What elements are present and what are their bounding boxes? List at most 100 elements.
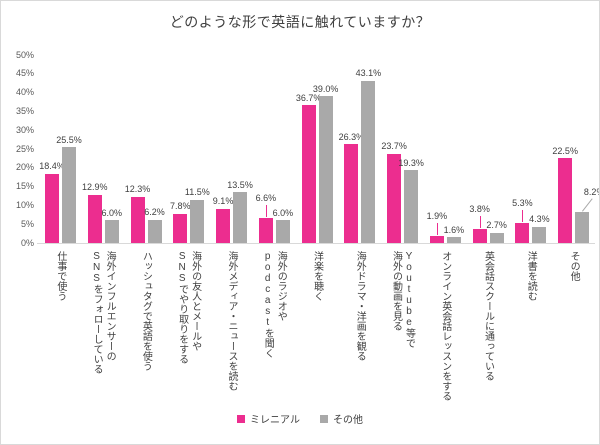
- bar-millennial: [387, 153, 402, 243]
- x-category-cell: 洋書を読む: [509, 251, 552, 413]
- category-group: 12.3% 6.2%: [125, 55, 168, 243]
- x-category-cell: 海外メディア・ニュースを読む: [210, 251, 253, 413]
- category-group: 1.9% 1.6%: [424, 55, 467, 243]
- x-category-label: 洋書を読む: [525, 251, 537, 301]
- value-label-millennial: 1.9%: [426, 210, 448, 221]
- y-tick-label: 35%: [15, 105, 34, 116]
- legend-swatch-millennial-icon: [237, 414, 246, 423]
- value-label-millennial: 6.6%: [255, 193, 277, 204]
- value-label-other: 1.6%: [443, 224, 465, 235]
- value-label-millennial: 18.4%: [39, 161, 65, 172]
- y-tick-label: 25%: [15, 143, 34, 154]
- bar-other: [318, 96, 333, 243]
- x-category-label: ハッシュタグで英語を使う: [140, 251, 152, 371]
- category-group: 22.5% 8.2%: [552, 55, 599, 243]
- label-leader-line: [265, 205, 267, 218]
- x-category-label: 海外の友人とメールや SNSでやり取りをする: [176, 251, 201, 364]
- bar-millennial: [344, 144, 359, 243]
- category-group: 18.4% 25.5%: [39, 55, 82, 243]
- bar-other: [575, 212, 590, 243]
- x-category-cell: 英会話スクールに通っている: [467, 251, 510, 413]
- bar-millennial: [515, 223, 530, 243]
- value-label-other: 4.3%: [529, 214, 550, 225]
- value-label-millennial: 22.5%: [552, 145, 578, 156]
- x-category-cell: 海外の友人とメールや SNSでやり取りをする: [167, 251, 210, 413]
- legend-swatch-other-icon: [319, 414, 328, 423]
- x-category-label: 仕事で使う: [54, 251, 66, 301]
- y-tick-label: 15%: [15, 181, 34, 192]
- y-tick-label: 10%: [15, 199, 34, 210]
- bar-other: [147, 219, 162, 243]
- x-category-cell: Youtube等で 海外の動画を見る: [381, 251, 424, 413]
- legend-label-other: その他: [332, 415, 363, 426]
- value-label-other: 11.5%: [184, 187, 210, 198]
- value-label-millennial: 23.7%: [381, 141, 407, 152]
- x-axis-line: [37, 243, 595, 244]
- x-category-label: 海外ドラマ・洋画を観る: [354, 251, 366, 361]
- x-category-label: その他: [568, 251, 580, 281]
- category-group: 9.1% 13.5%: [210, 55, 253, 243]
- y-tick-label: 5%: [20, 218, 34, 229]
- value-label-other: 8.2%: [583, 187, 599, 198]
- x-category-label: Youtube等で 海外の動画を見る: [390, 251, 415, 348]
- bar-groups: 18.4% 25.5% 12.9% 6.0% 12.3% 6.2% 7.8% 11.5% 9.1…: [39, 55, 599, 243]
- x-category-cell: 海外ドラマ・洋画を観る: [338, 251, 381, 413]
- bar-other: [446, 237, 461, 243]
- x-category-cell: 仕事で使う: [39, 251, 82, 413]
- value-label-other: 39.0%: [312, 83, 339, 94]
- bar-millennial: [301, 105, 316, 243]
- y-tick-label: 0%: [20, 237, 34, 248]
- x-category-label: オンライン英会話レッスンをする: [439, 251, 451, 401]
- value-label-other: 6.0%: [101, 207, 123, 218]
- value-label-other: 6.2%: [144, 207, 165, 218]
- y-tick-label: 20%: [15, 162, 34, 173]
- category-group: 6.6% 6.0%: [253, 55, 296, 243]
- category-group: 7.8% 11.5%: [167, 55, 210, 243]
- bar-other: [62, 147, 76, 243]
- value-label-millennial: 7.8%: [170, 201, 191, 212]
- bar-millennial: [429, 235, 444, 243]
- x-category-cell: オンライン英会話レッスンをする: [424, 251, 467, 413]
- x-category-cell: その他: [552, 251, 595, 413]
- bar-other: [532, 226, 547, 243]
- category-group: 12.9% 6.0%: [82, 55, 125, 243]
- label-leader-line: [479, 215, 481, 228]
- value-label-millennial: 3.8%: [469, 203, 490, 214]
- y-tick-label: 45%: [15, 68, 34, 79]
- x-category-label: 海外のラジオや podcastを聞く: [262, 251, 287, 358]
- value-label-other: 25.5%: [56, 134, 82, 145]
- category-group: 5.3% 4.3%: [509, 55, 552, 243]
- bar-other: [489, 232, 504, 243]
- x-category-cell: ハッシュタグで英語を使う: [125, 251, 168, 413]
- x-category-cell: 洋楽を聴く: [296, 251, 339, 413]
- bar-millennial: [258, 218, 273, 243]
- x-category-label: 英会話スクールに通っている: [482, 251, 494, 381]
- bar-millennial: [173, 213, 188, 243]
- value-label-other: 2.7%: [486, 220, 507, 231]
- y-tick-label: 50%: [15, 49, 34, 60]
- value-label-millennial: 36.7%: [295, 92, 322, 103]
- label-leader-line: [522, 210, 524, 223]
- bar-millennial: [472, 228, 487, 243]
- x-category-label: 海外メディア・ニュースを読む: [225, 251, 237, 391]
- value-label-other: 43.1%: [355, 68, 382, 79]
- y-tick-label: 40%: [15, 87, 34, 98]
- label-leader-line: [582, 198, 593, 212]
- x-category-cell: 海外インフルエンサーの SNSをフォローしている: [82, 251, 125, 413]
- y-tick-label: 30%: [15, 124, 34, 135]
- category-group: 23.7% 19.3%: [381, 55, 424, 243]
- legend-item-millennial: ミレニアル: [237, 411, 300, 426]
- x-axis-category-labels: 仕事で使う 海外インフルエンサーの SNSをフォローしている ハッシュタグで英語を使…: [39, 251, 595, 413]
- label-leader-line: [436, 222, 438, 235]
- bar-other: [233, 192, 248, 243]
- bar-other: [404, 170, 419, 243]
- bar-other: [190, 199, 205, 243]
- legend-item-other: その他: [319, 411, 363, 426]
- value-label-millennial: 9.1%: [212, 196, 234, 207]
- legend: ミレニアル その他: [1, 411, 599, 426]
- category-group: 3.8% 2.7%: [467, 55, 510, 243]
- bar-millennial: [558, 158, 573, 243]
- x-category-label: 海外インフルエンサーの SNSをフォローしている: [91, 251, 116, 374]
- value-label-other: 6.0%: [272, 207, 294, 218]
